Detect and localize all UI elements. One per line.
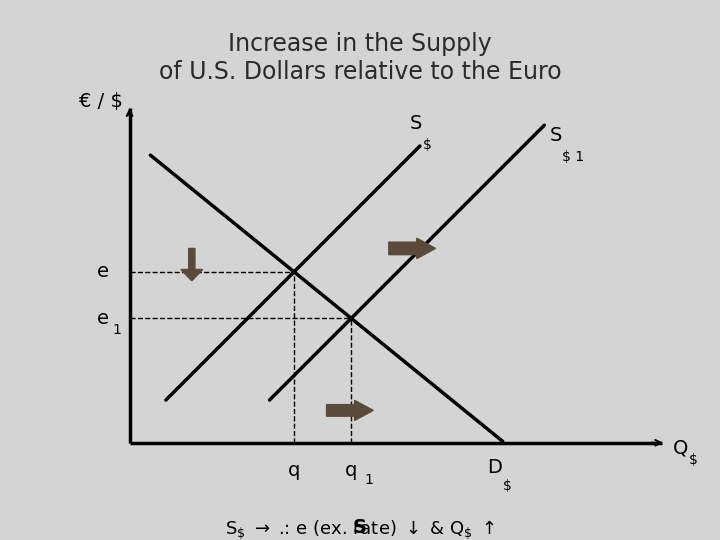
Text: q: q bbox=[345, 461, 357, 480]
Text: S: S bbox=[353, 518, 367, 537]
Text: Increase in the Supply
of U.S. Dollars relative to the Euro: Increase in the Supply of U.S. Dollars r… bbox=[158, 32, 562, 84]
FancyArrow shape bbox=[181, 248, 203, 281]
Text: € / $: € / $ bbox=[78, 92, 122, 111]
Text: q: q bbox=[288, 461, 300, 480]
Text: 1: 1 bbox=[364, 472, 373, 487]
Text: e: e bbox=[97, 262, 109, 281]
Text: $: $ bbox=[423, 138, 431, 152]
Text: S$_\$$ $\rightarrow$ .: e (ex. rate) $\downarrow$ & Q$_\$$ $\uparrow$: S$_\$$ $\rightarrow$ .: e (ex. rate) $\d… bbox=[225, 518, 495, 540]
Text: 1: 1 bbox=[112, 323, 122, 337]
Text: $: $ bbox=[689, 453, 698, 467]
Text: Q: Q bbox=[673, 438, 688, 458]
Text: e: e bbox=[97, 309, 109, 328]
Text: S: S bbox=[410, 114, 422, 133]
FancyArrow shape bbox=[389, 238, 436, 259]
FancyArrow shape bbox=[327, 400, 373, 421]
Text: $: $ bbox=[503, 480, 512, 494]
Text: D: D bbox=[487, 458, 502, 477]
Text: $ 1: $ 1 bbox=[562, 150, 585, 164]
Text: S: S bbox=[549, 126, 562, 145]
